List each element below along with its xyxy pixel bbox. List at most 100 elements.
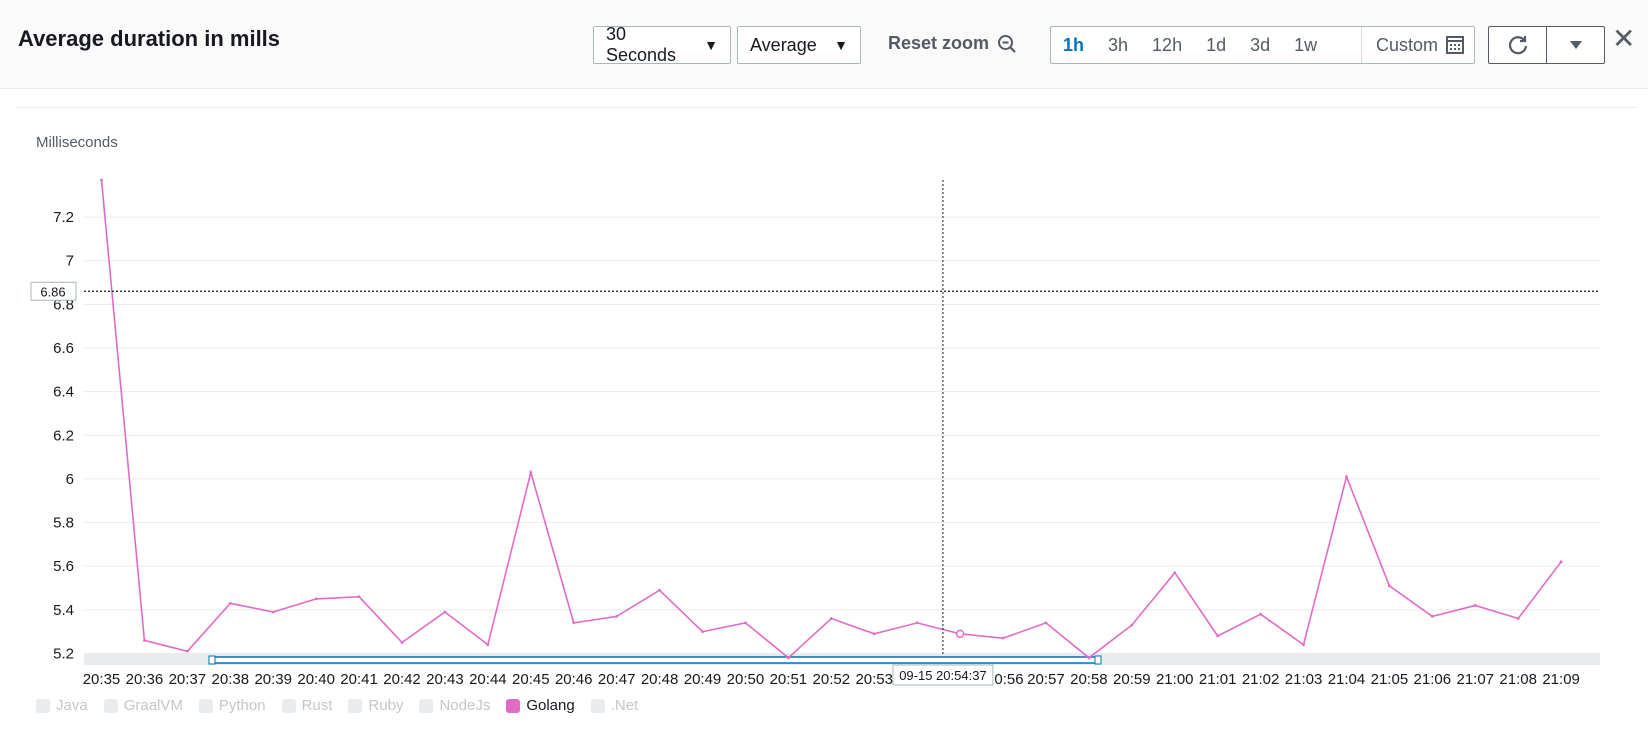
- crosshair-x-label: 09-15 20:54:37: [899, 668, 986, 683]
- legend-swatch: [103, 698, 118, 713]
- data-point: [915, 621, 919, 625]
- zoom-handle-left[interactable]: [208, 655, 216, 665]
- x-tick-label: 20:50: [727, 671, 765, 688]
- data-point: [829, 617, 833, 620]
- statistic-value: Average: [750, 34, 817, 55]
- range-3h[interactable]: 3h: [1108, 34, 1129, 55]
- data-point: [872, 632, 876, 636]
- caret-down-icon: ▼: [704, 37, 718, 53]
- legend-item-net[interactable]: .Net: [590, 697, 639, 714]
- x-tick-label: 20:43: [426, 671, 464, 688]
- divider: [17, 107, 1637, 108]
- legend-label: Ruby: [368, 697, 404, 714]
- y-tick-label: 5.2: [53, 645, 74, 662]
- y-tick-label: 6.6: [53, 340, 74, 357]
- statistic-dropdown[interactable]: Average ▼: [737, 26, 861, 64]
- period-dropdown[interactable]: 30 Seconds ▼: [593, 24, 731, 65]
- x-tick-label: 20:57: [1027, 671, 1065, 688]
- data-point: [1430, 614, 1434, 618]
- refresh-button-group: [1488, 26, 1605, 64]
- x-tick-label: 20:39: [254, 671, 292, 688]
- y-tick-label: 7.2: [53, 209, 74, 226]
- x-tick-label: 21:00: [1156, 671, 1194, 688]
- data-point: [1087, 656, 1091, 660]
- crosshair-y-label-box: [30, 281, 77, 301]
- data-point: [701, 630, 704, 634]
- reset-zoom-button[interactable]: Reset zoom: [888, 33, 1017, 54]
- y-axis-label: Milliseconds: [36, 134, 118, 151]
- legend-swatch: [506, 698, 521, 713]
- zoom-scroller-range[interactable]: [211, 656, 1099, 664]
- data-point: [443, 610, 447, 614]
- data-point: [357, 595, 361, 599]
- x-tick-label: 20:36: [126, 671, 164, 688]
- close-icon[interactable]: ✕: [1612, 23, 1636, 54]
- range-1d[interactable]: 1d: [1206, 34, 1227, 55]
- legend-swatch: [348, 698, 363, 713]
- legend-item-nodejs[interactable]: NodeJs: [419, 697, 490, 714]
- x-tick-label: 0:56: [994, 671, 1023, 688]
- x-tick-label: 20:48: [641, 671, 679, 688]
- data-point: [1259, 612, 1263, 616]
- zoom-handle-right[interactable]: [1094, 655, 1102, 665]
- x-tick-label: 20:53: [855, 671, 893, 688]
- x-tick-label: 20:40: [297, 671, 335, 688]
- data-point: [1044, 621, 1048, 625]
- x-tick-label: 20:51: [770, 671, 808, 688]
- x-tick-label: 21:03: [1285, 671, 1323, 688]
- legend-label: Rust: [301, 697, 333, 714]
- refresh-icon: [1508, 36, 1527, 55]
- x-tick-label: 20:42: [383, 671, 421, 688]
- widget-header: Average duration in mills 30 Seconds ▼ A…: [0, 0, 1648, 89]
- y-tick-label: 6.2: [53, 427, 74, 444]
- x-tick-label: 20:41: [340, 671, 378, 688]
- data-point: [1473, 604, 1477, 607]
- calendar-icon: [1446, 36, 1464, 54]
- data-point: [1001, 636, 1005, 640]
- legend-item-rust[interactable]: Rust: [281, 697, 333, 714]
- x-tick-label: 20:45: [512, 671, 550, 688]
- x-tick-label: 21:09: [1542, 671, 1580, 688]
- range-1w[interactable]: 1w: [1294, 34, 1318, 55]
- y-tick-label: 5.4: [53, 602, 74, 619]
- x-tick-label: 20:52: [813, 671, 851, 688]
- x-tick-label: 21:06: [1414, 671, 1452, 688]
- y-tick-label: 5.8: [53, 515, 74, 532]
- data-point: [1130, 623, 1134, 627]
- data-point: [658, 588, 661, 592]
- x-tick-label: 21:07: [1456, 671, 1494, 688]
- range-12h[interactable]: 12h: [1152, 34, 1183, 55]
- range-1h[interactable]: 1h: [1063, 34, 1085, 55]
- data-point: [1302, 643, 1305, 647]
- legend-item-java[interactable]: Java: [36, 697, 88, 714]
- x-tick-label: 21:05: [1371, 671, 1409, 688]
- legend-label: .Net: [610, 697, 639, 714]
- data-point: [1388, 584, 1391, 588]
- refresh-button[interactable]: [1489, 27, 1546, 63]
- legend-label: Python: [218, 697, 266, 714]
- legend-item-python[interactable]: Python: [198, 697, 266, 714]
- crosshair-x-label-box: [892, 664, 994, 686]
- series-line-golang: [100, 179, 1562, 659]
- data-point: [100, 178, 103, 182]
- data-point: [786, 656, 790, 660]
- x-tick-label: 20:46: [555, 671, 593, 688]
- data-point: [529, 470, 533, 474]
- data-point: [486, 643, 490, 647]
- range-3d[interactable]: 3d: [1250, 34, 1271, 55]
- x-tick-label: 21:02: [1242, 671, 1280, 688]
- legend-item-ruby[interactable]: Ruby: [348, 697, 403, 714]
- range-custom[interactable]: Custom: [1360, 27, 1474, 63]
- legend-item-graalvm[interactable]: GraalVM: [103, 697, 183, 714]
- x-tick-label: 20:38: [212, 671, 250, 688]
- line-chart[interactable]: Milliseconds5.25.45.65.866.26.46.66.877.…: [0, 120, 1648, 690]
- data-point: [271, 610, 275, 614]
- x-tick-label: 20:44: [469, 671, 507, 688]
- refresh-options-button[interactable]: [1546, 27, 1604, 63]
- data-point: [1345, 475, 1348, 479]
- legend-item-golang[interactable]: Golang: [506, 697, 575, 714]
- data-point: [1516, 617, 1520, 620]
- y-tick-label: 7: [66, 253, 74, 270]
- legend-label: GraalVM: [123, 697, 183, 714]
- x-tick-label: 20:59: [1113, 671, 1151, 688]
